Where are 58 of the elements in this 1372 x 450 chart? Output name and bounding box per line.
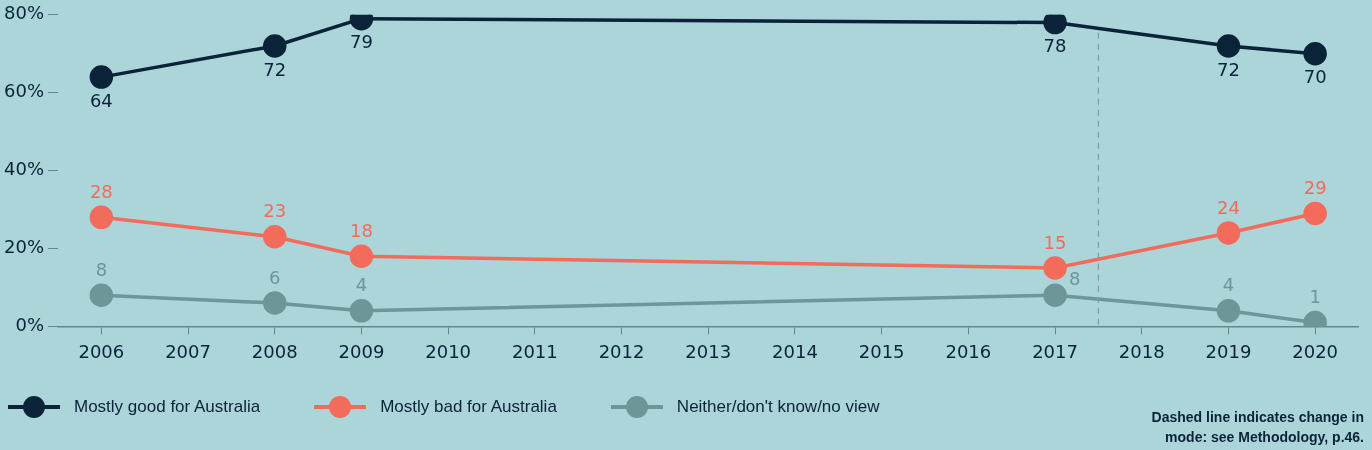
text: Dashed line indicates change in mode: see Methodology, p.46. <box>1150 408 1364 447</box>
data-label: 4 <box>355 274 368 296</box>
point <box>1216 34 1241 58</box>
point <box>1216 221 1241 245</box>
point <box>349 244 374 269</box>
x-tick-label: 2012 <box>598 340 645 362</box>
y-tick-label: 0% <box>15 314 45 336</box>
point <box>263 225 287 249</box>
x-tick-label: 2008 <box>251 340 298 362</box>
x-tick-label: 2015 <box>858 340 905 362</box>
data-label: 15 <box>1043 231 1067 253</box>
data-label: 4 <box>1222 274 1235 296</box>
data-label: 24 <box>1217 196 1240 218</box>
y-tick-label: 20% <box>3 236 45 258</box>
data-label: 8 <box>95 258 108 280</box>
x-tick-label: 2018 <box>1118 340 1165 362</box>
y-tick-label: 40% <box>3 158 45 180</box>
point <box>89 205 114 230</box>
x-tick-label: 2020 <box>1292 340 1339 362</box>
data-label: 72 <box>263 58 287 80</box>
data-label: 72 <box>1217 58 1240 80</box>
legend-label: Mostly bad for Australia <box>380 397 557 417</box>
point <box>1216 299 1241 323</box>
x-tick-label: 2019 <box>1205 340 1252 362</box>
point <box>89 65 114 89</box>
data-label: 70 <box>1303 66 1327 88</box>
data-label: 28 <box>89 181 113 203</box>
x-tick-label: 2013 <box>685 340 732 362</box>
data-label: 6 <box>269 266 281 288</box>
x-tick-label: 2011 <box>511 340 558 362</box>
data-label: 78 <box>1043 35 1067 57</box>
point <box>263 291 287 315</box>
x-tick-label: 2006 <box>78 340 125 362</box>
x-tick-label: 2017 <box>1032 340 1078 362</box>
x-tick-label: 2016 <box>945 340 992 362</box>
x-tick-label: 2009 <box>338 340 385 362</box>
data-label: 79 <box>350 31 373 53</box>
legend-label: Neither/don't know/no view <box>676 397 880 417</box>
y-tick-label: 60% <box>3 80 45 102</box>
point <box>1043 283 1067 307</box>
data-label: 8 <box>1069 267 1081 289</box>
point <box>89 283 114 307</box>
x-tick-label: 2014 <box>772 340 818 362</box>
data-label: 1 <box>1309 286 1321 308</box>
x-tick-label: 2007 <box>165 340 211 362</box>
data-label: 23 <box>263 200 287 222</box>
point <box>349 299 374 323</box>
point <box>1043 256 1067 280</box>
data-label: 29 <box>1303 177 1327 199</box>
point <box>1043 14 1067 35</box>
x-tick-label: 2010 <box>425 340 472 362</box>
legend-label: Mostly good for Australia <box>74 397 261 417</box>
y-tick-label: 80% <box>3 2 45 24</box>
data-label: 64 <box>89 89 113 111</box>
point <box>1303 42 1327 66</box>
point <box>263 34 287 58</box>
data-label: 18 <box>350 219 373 241</box>
point <box>1303 201 1327 226</box>
